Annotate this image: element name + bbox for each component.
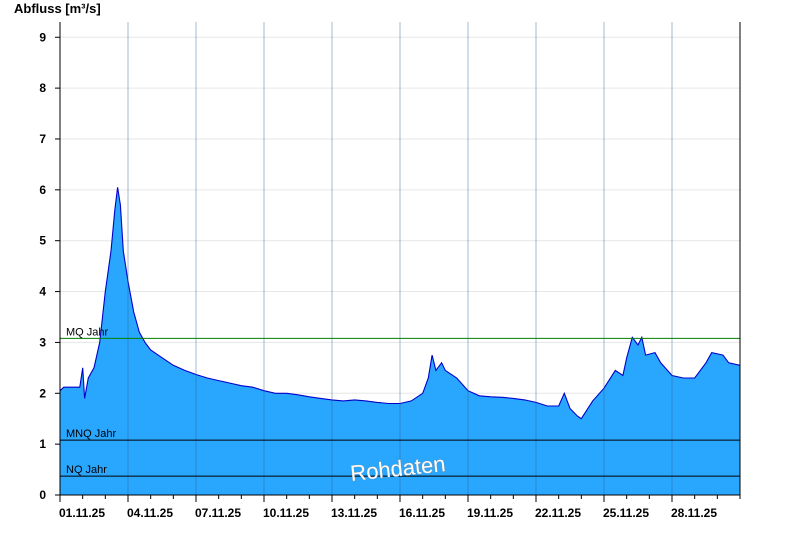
y-axis-label: Abfluss [m³/s]: [14, 1, 101, 16]
y-axis-ticks: 0 1 2 3 4 5 6 7 8 9: [39, 30, 60, 502]
x-tick-label-6: 19.11.25: [467, 506, 513, 520]
x-tick-label-4: 13.11.25: [331, 506, 377, 520]
x-tick-label-9: 28.11.25: [671, 506, 717, 520]
x-tick-label-3: 10.11.25: [263, 506, 309, 520]
y-tick-label-4: 4: [39, 285, 46, 299]
x-tick-label-8: 25.11.25: [603, 506, 649, 520]
x-tick-label-1: 04.11.25: [127, 506, 173, 520]
y-tick-label-5: 5: [39, 234, 46, 248]
y-tick-label-7: 7: [39, 132, 46, 146]
y-tick-label-3: 3: [39, 335, 46, 349]
x-tick-label-7: 22.11.25: [535, 506, 581, 520]
series-area-0: [60, 187, 740, 496]
y-tick-label-2: 2: [39, 386, 46, 400]
x-tick-label-2: 07.11.25: [195, 506, 241, 520]
reference-label-2: NQ Jahr: [66, 464, 107, 476]
reference-label-1: MNQ Jahr: [66, 428, 116, 440]
y-tick-label-9: 9: [39, 30, 46, 44]
day-separator-lines: [127, 22, 673, 495]
y-tick-label-1: 1: [39, 437, 46, 451]
reference-lines: MQ Jahr MNQ Jahr NQ Jahr: [60, 326, 740, 477]
y-tick-label-0: 0: [39, 488, 46, 502]
x-tick-label-5: 16.11.25: [399, 506, 445, 520]
reference-label-0: MQ Jahr: [66, 326, 109, 338]
x-axis-ticks: 01.11.25 04.11.25 07.11.25 10.11.25 13.11.25…: [59, 495, 741, 520]
x-tick-label-0: 01.11.25: [59, 506, 105, 520]
y-tick-label-8: 8: [39, 81, 46, 95]
y-tick-label-6: 6: [39, 183, 46, 197]
